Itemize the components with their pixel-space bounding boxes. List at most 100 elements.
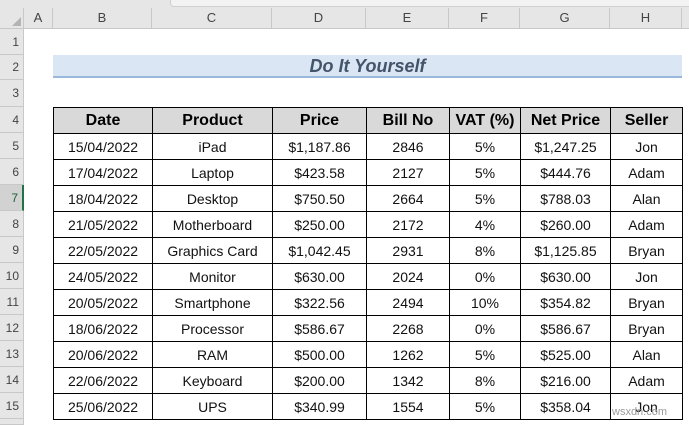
cell-price[interactable]: $630.00 xyxy=(272,263,367,290)
header-vat[interactable]: VAT (%) xyxy=(449,107,521,134)
cell-price[interactable]: $200.00 xyxy=(272,367,367,394)
cell-net-price[interactable]: $354.82 xyxy=(520,289,611,316)
cell-product[interactable]: Smartphone xyxy=(152,289,273,316)
cell-net-price[interactable]: $260.00 xyxy=(520,211,611,238)
cell-product[interactable]: Processor xyxy=(152,315,273,342)
cell-vat[interactable]: 0% xyxy=(449,315,521,342)
cell-price[interactable]: $750.50 xyxy=(272,185,367,212)
row-header-11[interactable]: 11 xyxy=(0,289,24,315)
cell-product[interactable]: Laptop xyxy=(152,159,273,186)
row-header-3[interactable]: 3 xyxy=(0,80,24,107)
cell-net-price[interactable]: $216.00 xyxy=(520,367,611,394)
cell-bill-no[interactable]: 2494 xyxy=(366,289,450,316)
cell-vat[interactable]: 0% xyxy=(449,263,521,290)
cell-bill-no[interactable]: 1554 xyxy=(366,393,450,420)
cell-bill-no[interactable]: 1262 xyxy=(366,341,450,368)
cell-bill-no[interactable]: 2127 xyxy=(366,159,450,186)
cell-seller[interactable]: Alan xyxy=(610,341,683,368)
cell-bill-no[interactable]: 2024 xyxy=(366,263,450,290)
row-header-10[interactable]: 10 xyxy=(0,263,24,289)
header-bill-no[interactable]: Bill No xyxy=(366,107,450,134)
cell-date[interactable]: 18/06/2022 xyxy=(53,315,153,342)
cell-vat[interactable]: 5% xyxy=(449,341,521,368)
cell-price[interactable]: $586.67 xyxy=(272,315,367,342)
row-header-4[interactable]: 4 xyxy=(0,107,24,133)
cell-bill-no[interactable]: 2268 xyxy=(366,315,450,342)
cell-product[interactable]: Motherboard xyxy=(152,211,273,238)
cell-seller[interactable]: Adam xyxy=(610,211,683,238)
column-header-a[interactable]: A xyxy=(24,8,53,29)
header-product[interactable]: Product xyxy=(152,107,273,134)
cell-product[interactable]: UPS xyxy=(152,393,273,420)
cell-seller[interactable]: Adam xyxy=(610,159,683,186)
sheet-title[interactable]: Do It Yourself xyxy=(53,55,682,78)
cell-price[interactable]: $340.99 xyxy=(272,393,367,420)
cell-date[interactable]: 21/05/2022 xyxy=(53,211,153,238)
cell-date[interactable]: 22/06/2022 xyxy=(53,367,153,394)
row-header-9[interactable]: 9 xyxy=(0,237,24,263)
cell-product[interactable]: Graphics Card xyxy=(152,237,273,264)
cell-product[interactable]: Monitor xyxy=(152,263,273,290)
row-header-15[interactable]: 15 xyxy=(0,393,24,419)
header-seller[interactable]: Seller xyxy=(610,107,683,134)
cell-seller[interactable]: Bryan xyxy=(610,315,683,342)
cell-vat[interactable]: 8% xyxy=(449,367,521,394)
cell-date[interactable]: 20/05/2022 xyxy=(53,289,153,316)
cell-date[interactable]: 18/04/2022 xyxy=(53,185,153,212)
cell-seller[interactable]: Bryan xyxy=(610,237,683,264)
cell-seller[interactable]: Bryan xyxy=(610,289,683,316)
cell-date[interactable]: 25/06/2022 xyxy=(53,393,153,420)
cell-vat[interactable]: 5% xyxy=(449,185,521,212)
cell-seller[interactable]: Jon xyxy=(610,133,683,160)
select-all-button[interactable] xyxy=(0,8,24,29)
row-header-7[interactable]: 7 xyxy=(0,185,24,211)
column-header-d[interactable]: D xyxy=(272,8,366,29)
cell-seller[interactable]: Jon xyxy=(610,393,683,420)
cell-vat[interactable]: 5% xyxy=(449,159,521,186)
column-header-i-partial[interactable] xyxy=(682,8,689,29)
row-header-14[interactable]: 14 xyxy=(0,367,24,393)
cell-net-price[interactable]: $444.76 xyxy=(520,159,611,186)
header-price[interactable]: Price xyxy=(272,107,367,134)
cell-date[interactable]: 22/05/2022 xyxy=(53,237,153,264)
cell-vat[interactable]: 8% xyxy=(449,237,521,264)
cell-net-price[interactable]: $586.67 xyxy=(520,315,611,342)
cell-net-price[interactable]: $1,125.85 xyxy=(520,237,611,264)
cell-seller[interactable]: Adam xyxy=(610,367,683,394)
column-header-c[interactable]: C xyxy=(152,8,272,29)
column-header-b[interactable]: B xyxy=(53,8,152,29)
cell-price[interactable]: $322.56 xyxy=(272,289,367,316)
cell-date[interactable]: 15/04/2022 xyxy=(53,133,153,160)
cell-seller[interactable]: Alan xyxy=(610,185,683,212)
cell-price[interactable]: $500.00 xyxy=(272,341,367,368)
cell-product[interactable]: Keyboard xyxy=(152,367,273,394)
cell-vat[interactable]: 4% xyxy=(449,211,521,238)
cell-vat[interactable]: 10% xyxy=(449,289,521,316)
cell-net-price[interactable]: $1,247.25 xyxy=(520,133,611,160)
cell-price[interactable]: $250.00 xyxy=(272,211,367,238)
row-header-1[interactable]: 1 xyxy=(0,29,24,55)
row-header-8[interactable]: 8 xyxy=(0,211,24,237)
column-header-h[interactable]: H xyxy=(610,8,682,29)
cell-bill-no[interactable]: 2172 xyxy=(366,211,450,238)
row-header-2[interactable]: 2 xyxy=(0,55,24,80)
cell-date[interactable]: 20/06/2022 xyxy=(53,341,153,368)
cell-seller[interactable]: Jon xyxy=(610,263,683,290)
cell-bill-no[interactable]: 2846 xyxy=(366,133,450,160)
header-net-price[interactable]: Net Price xyxy=(520,107,611,134)
cell-bill-no[interactable]: 2931 xyxy=(366,237,450,264)
row-header-6[interactable]: 6 xyxy=(0,159,24,185)
row-header-5[interactable]: 5 xyxy=(0,133,24,159)
row-header-13[interactable]: 13 xyxy=(0,341,24,367)
cell-vat[interactable]: 5% xyxy=(449,393,521,420)
cell-product[interactable]: iPad xyxy=(152,133,273,160)
column-header-f[interactable]: F xyxy=(449,8,520,29)
cell-net-price[interactable]: $358.04 xyxy=(520,393,611,420)
row-header-16-partial[interactable] xyxy=(0,419,24,425)
cell-date[interactable]: 24/05/2022 xyxy=(53,263,153,290)
column-header-g[interactable]: G xyxy=(520,8,610,29)
row-header-12[interactable]: 12 xyxy=(0,315,24,341)
header-date[interactable]: Date xyxy=(53,107,153,134)
cell-net-price[interactable]: $525.00 xyxy=(520,341,611,368)
column-header-e[interactable]: E xyxy=(366,8,449,29)
